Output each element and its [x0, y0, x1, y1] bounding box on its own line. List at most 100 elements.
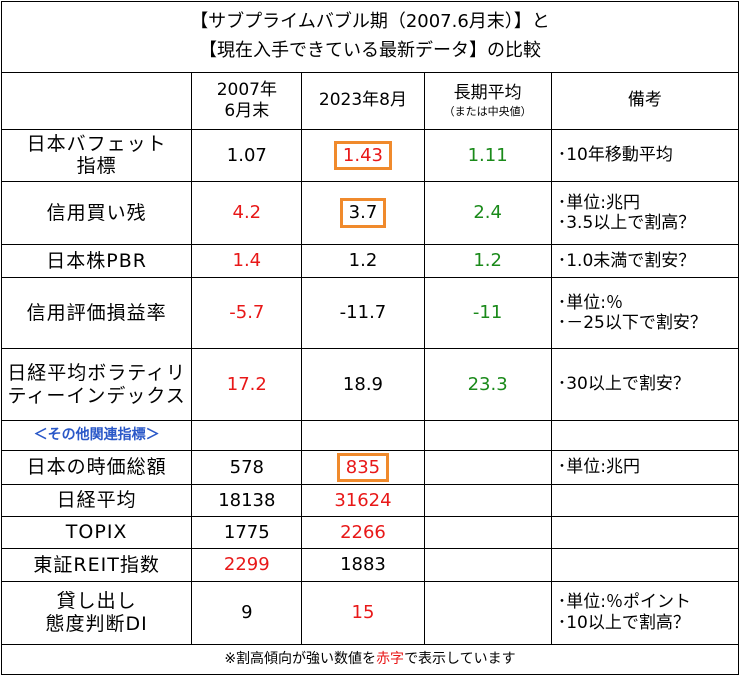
note-line: ･単位:兆円	[557, 192, 640, 213]
row-label: 東証REIT指数	[0, 548, 193, 582]
value-2023: 1883	[301, 548, 425, 582]
value-2007: 9	[191, 580, 303, 645]
header-longterm: 長期平均 （または中央値）	[423, 71, 552, 130]
row-label: 日本の時価総額	[0, 450, 193, 485]
table-title: 【サブプライムバブル期（2007.6月末）】と 【現在入手できている最新データ】…	[1, 1, 739, 73]
footnote-text: ※割高傾向が強い数値を	[224, 650, 377, 667]
empty-cell	[550, 548, 740, 582]
value-2007: 1.07	[191, 128, 303, 183]
row-label: 信用買い残	[0, 181, 193, 245]
table-row: TOPIX 1775 2266	[0, 516, 740, 550]
empty-cell	[423, 483, 552, 518]
empty-cell	[423, 419, 552, 452]
header-2007: 2007年 6月末	[191, 71, 303, 130]
value-2023: 1.2	[301, 243, 425, 279]
row-notes: ･単位:％ ･－25以下で割安？	[550, 277, 740, 350]
value-longterm: 2.4	[423, 181, 552, 245]
row-label-line: 日経平均ボラティリ	[7, 361, 187, 384]
row-label: 日本株PBR	[0, 243, 193, 279]
row-notes: ･1.0未満で割安？	[550, 243, 740, 279]
row-label-line: 貸し出し	[56, 589, 137, 612]
value-2007: 2299	[191, 548, 303, 582]
value-2023: 2266	[301, 516, 425, 550]
row-label-line: 東証REIT指数	[33, 553, 160, 576]
header-2007-year: 2007年	[216, 80, 277, 101]
row-label-line: TOPIX	[65, 521, 128, 544]
section-label: ＜その他関連指標＞	[0, 419, 193, 452]
value-2007: 17.2	[191, 348, 303, 421]
row-label-line: 日本バフェット	[26, 132, 167, 155]
row-label-line: 信用買い残	[46, 201, 147, 224]
value-longterm: 1.2	[423, 243, 552, 279]
title-line-1: 【サブプライムバブル期（2007.6月末）】と	[190, 11, 550, 33]
row-label-line: ティーインデックス	[7, 384, 186, 407]
row-label: 貸し出し 態度判断DI	[0, 580, 193, 645]
header-2023: 2023年8月	[301, 71, 425, 130]
value-2007: -5.7	[191, 277, 303, 350]
footnote: ※割高傾向が強い数値を赤字で表示しています	[1, 643, 739, 676]
highlighted-value: 835	[336, 452, 390, 483]
note-line: ･10以上で割高？	[557, 612, 690, 633]
value-2007: 578	[191, 450, 303, 485]
row-notes: ･30以上で割安？	[550, 348, 740, 421]
empty-cell	[423, 516, 552, 550]
row-label: 信用評価損益率	[0, 277, 193, 350]
empty-cell	[550, 419, 740, 452]
value-longterm: -11	[423, 277, 552, 350]
empty-cell	[191, 419, 303, 452]
row-label: TOPIX	[0, 516, 193, 550]
value-2007: 4.2	[191, 181, 303, 245]
note-line: ･単位:％ポイント	[557, 592, 691, 613]
note-line: ･単位:兆円	[557, 457, 640, 478]
header-blank	[0, 71, 193, 130]
empty-cell	[423, 450, 552, 485]
row-label-line: 信用評価損益率	[26, 301, 167, 324]
table-row: 信用買い残 4.2 3.7 2.4 ･単位:兆円 ･3.5以上で割高？	[0, 181, 740, 245]
header-notes: 備考	[550, 71, 740, 130]
value-2007: 1775	[191, 516, 303, 550]
note-line: ･10年移動平均	[557, 145, 673, 166]
table-row: 日本バフェット 指標 1.07 1.43 1.11 ･10年移動平均	[0, 128, 740, 183]
note-line: ･1.0未満で割安？	[557, 250, 696, 271]
footnote-text: で表示しています	[404, 650, 516, 667]
empty-cell	[550, 483, 740, 518]
table-row: 貸し出し 態度判断DI 9 15 ･単位:％ポイント ･10以上で割高？	[0, 580, 740, 645]
value-2007: 1.4	[191, 243, 303, 279]
section-row: ＜その他関連指標＞	[0, 419, 740, 452]
row-label-line: 日本株PBR	[46, 249, 147, 272]
row-notes: ･単位:兆円	[550, 450, 740, 485]
note-line: ･30以上で割安？	[557, 374, 690, 395]
value-2023: 18.9	[301, 348, 425, 421]
empty-cell	[301, 419, 425, 452]
table-row: 東証REIT指数 2299 1883	[0, 548, 740, 582]
table-row: 日本株PBR 1.4 1.2 1.2 ･1.0未満で割安？	[0, 243, 740, 279]
empty-cell	[550, 516, 740, 550]
header-longterm-label: 長期平均	[453, 82, 522, 103]
header-2007-month: 6月末	[224, 100, 270, 121]
row-label: 日本バフェット 指標	[0, 128, 193, 183]
header-longterm-sub: （または中央値）	[443, 105, 532, 119]
table-row: 日経平均ボラティリ ティーインデックス 17.2 18.9 23.3 ･30以上…	[0, 348, 740, 421]
value-2023: 835	[301, 450, 425, 485]
value-2023: 15	[301, 580, 425, 645]
value-2023: 31624	[301, 483, 425, 518]
value-longterm: 23.3	[423, 348, 552, 421]
row-label: 日経平均ボラティリ ティーインデックス	[0, 348, 193, 421]
row-notes: ･10年移動平均	[550, 128, 740, 183]
row-label-line: 日本の時価総額	[26, 456, 167, 479]
value-2023: 1.43	[301, 128, 425, 183]
row-notes: ･単位:兆円 ･3.5以上で割高？	[550, 181, 740, 245]
note-line: ･単位:％	[557, 292, 623, 313]
value-2023: 3.7	[301, 181, 425, 245]
title-line-2: 【現在入手できている最新データ】の比較	[199, 39, 541, 61]
note-line: ･－25以下で割安？	[557, 313, 707, 334]
row-label-line: 態度判断DI	[45, 612, 148, 635]
value-2007: 18138	[191, 483, 303, 518]
table-row: 日本の時価総額 578 835 ･単位:兆円	[0, 450, 740, 485]
highlighted-value: 1.43	[333, 140, 392, 171]
highlighted-value: 3.7	[339, 198, 387, 228]
row-label-line: 指標	[76, 155, 117, 178]
footnote-red-word: 赤字	[376, 650, 405, 667]
row-label: 日経平均	[0, 483, 193, 518]
